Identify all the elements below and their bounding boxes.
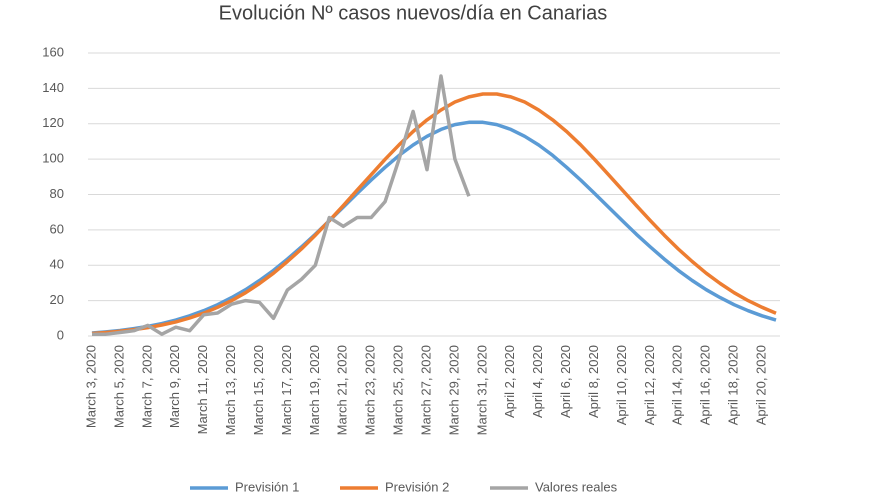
x-tick-label: March 7, 2020	[139, 345, 154, 428]
x-tick-label: March 15, 2020	[251, 345, 266, 435]
x-tick-label: March 31, 2020	[474, 345, 489, 435]
x-tick-label: April 18, 2020	[726, 345, 741, 425]
x-tick-label: April 12, 2020	[642, 345, 657, 425]
y-tick-label: 120	[42, 115, 64, 130]
x-tick-label: April 10, 2020	[614, 345, 629, 425]
series-line	[91, 120, 777, 335]
y-tick-label: 20	[50, 292, 64, 307]
x-tick-label: March 5, 2020	[111, 345, 126, 428]
legend-label: Previsión 1	[235, 479, 299, 494]
x-tick-label: March 11, 2020	[195, 345, 210, 434]
y-tick-label: 40	[50, 257, 64, 272]
x-tick-label: March 27, 2020	[418, 345, 433, 435]
x-tick-label: March 21, 2020	[335, 345, 350, 435]
x-tick-label: April 2, 2020	[502, 345, 517, 418]
chart-title: Evolución Nº casos nuevos/día en Canaria…	[219, 2, 608, 24]
x-tick-label: April 6, 2020	[558, 345, 573, 418]
x-tick-label: March 17, 2020	[279, 345, 294, 435]
y-tick-label: 80	[50, 186, 64, 201]
x-tick-label: April 4, 2020	[530, 345, 545, 418]
x-tick-label: March 23, 2020	[363, 345, 378, 435]
y-tick-label: 100	[42, 151, 64, 166]
x-tick-label: March 19, 2020	[307, 345, 322, 435]
y-tick-label: 160	[42, 44, 64, 59]
x-tick-label: March 3, 2020	[83, 345, 98, 428]
series-line	[92, 74, 471, 336]
x-tick-label: April 20, 2020	[753, 345, 768, 425]
x-tick-label: April 16, 2020	[698, 345, 713, 425]
x-tick-label: March 25, 2020	[391, 345, 406, 435]
y-tick-label: 60	[50, 221, 64, 236]
y-tick-label: 140	[42, 80, 64, 95]
x-tick-label: March 13, 2020	[223, 345, 238, 435]
x-tick-label: April 14, 2020	[670, 345, 685, 425]
x-tick-label: March 29, 2020	[446, 345, 461, 435]
x-tick-label: March 9, 2020	[167, 345, 182, 428]
x-tick-label: April 8, 2020	[586, 345, 601, 418]
legend-label: Valores reales	[535, 479, 618, 494]
legend-label: Previsión 2	[385, 479, 449, 494]
y-tick-label: 0	[57, 327, 64, 342]
